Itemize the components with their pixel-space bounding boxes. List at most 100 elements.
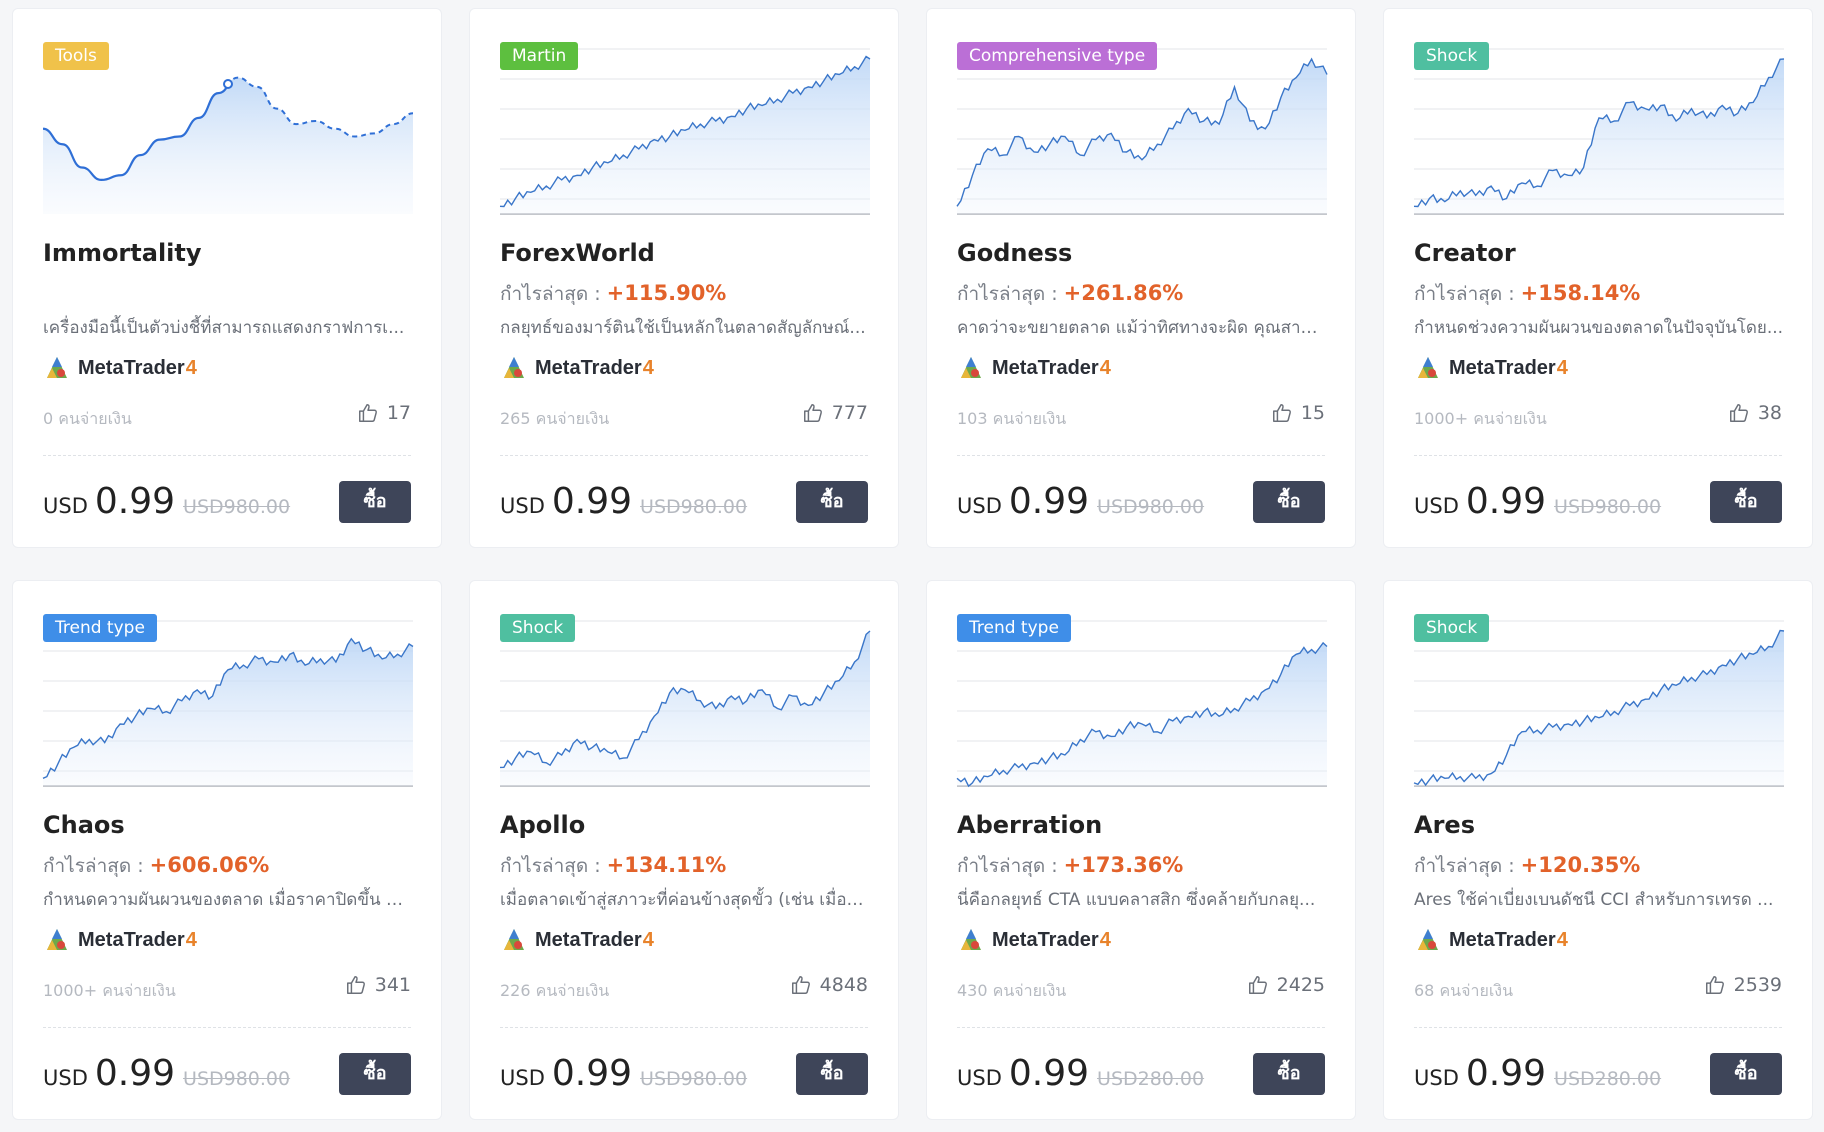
metatrader-logo-icon — [47, 357, 67, 378]
buy-button[interactable]: ซื้อ — [1253, 1053, 1325, 1095]
thumbs-up-icon — [1729, 404, 1748, 422]
latest-profit-label: กำไรล่าสุด : — [957, 283, 1064, 305]
chart-area-fill — [500, 631, 870, 786]
price-currency: USD — [43, 1066, 88, 1090]
chart-line — [499, 55, 871, 208]
chart-line — [42, 637, 414, 779]
category-tag: Shock — [1414, 42, 1490, 70]
latest-profit: กำไรล่าสุด : +606.06% — [43, 851, 269, 881]
latest-profit-label: กำไรล่าสุด : — [43, 855, 150, 877]
chart-area-fill — [43, 638, 413, 786]
equity-chart — [1413, 39, 1785, 219]
metatrader-logo-icon — [504, 357, 524, 378]
price: USD 0.99 USD980.00 — [1414, 481, 1661, 522]
buy-button[interactable]: ซื้อ — [1253, 481, 1325, 523]
price-value: 0.99 — [1465, 1053, 1547, 1094]
thumbs-up-icon — [1272, 404, 1291, 422]
platform-version: 4 — [185, 356, 197, 379]
platform-name: MetaTrader — [1449, 356, 1556, 379]
product-card[interactable]: Shock Ares กำไรล่าสุด : +120.35% Ares ใช้ค่… — [1383, 580, 1813, 1120]
thumbs-up-icon — [1248, 976, 1267, 994]
price-currency: USD — [43, 494, 88, 518]
like-button[interactable]: 4848 — [790, 974, 868, 996]
card-content: Trend type Aberration กำไรล่าสุด : +173.36… — [956, 581, 1328, 1119]
product-card[interactable]: Shock Apollo กำไรล่าสุด : +134.11% เมื่อตลา… — [469, 580, 899, 1120]
latest-profit-label: กำไรล่าสุด : — [500, 283, 607, 305]
equity-chart-svg — [43, 76, 413, 214]
price-value: 0.99 — [94, 1053, 176, 1094]
card-content: Martin ForexWorld กำไรล่าสุด : +115.90% กลย… — [499, 9, 871, 547]
equity-chart — [1413, 611, 1785, 791]
buy-button[interactable]: ซื้อ — [339, 481, 411, 523]
product-card[interactable]: Trend type Chaos กำไรล่าสุด : +606.06% กำหน… — [12, 580, 442, 1120]
product-name[interactable]: Aberration — [957, 811, 1103, 839]
buy-button[interactable]: ซื้อ — [339, 1053, 411, 1095]
like-button[interactable]: 2425 — [1247, 974, 1325, 996]
price: USD 0.99 USD280.00 — [1414, 1053, 1661, 1094]
price-currency: USD — [1414, 1066, 1459, 1090]
product-card[interactable]: Trend type Aberration กำไรล่าสุด : +173.36… — [926, 580, 1356, 1120]
buy-button[interactable]: ซื้อ — [796, 1053, 868, 1095]
product-card[interactable]: Tools Immortality เครื่องมือนี้เป็นตัวบ่งช… — [12, 8, 442, 548]
card-content: Shock Ares กำไรล่าสุด : +120.35% Ares ใช้ค่… — [1413, 581, 1785, 1119]
equity-chart-svg — [499, 620, 871, 787]
like-button[interactable]: 2539 — [1704, 974, 1782, 996]
latest-profit-label: กำไรล่าสุด : — [1414, 855, 1521, 877]
category-tag: Comprehensive type — [957, 42, 1158, 70]
buy-button[interactable]: ซื้อ — [1710, 481, 1782, 523]
buyer-count: 430 คนจ่ายเงิน — [957, 981, 1067, 1000]
thumbs-up-icon — [358, 404, 377, 422]
original-price: USD280.00 — [1554, 1068, 1662, 1090]
metatrader-logo-icon — [1418, 357, 1438, 378]
like-button[interactable]: 38 — [1728, 402, 1782, 424]
product-card[interactable]: Shock Creator กำไรล่าสุด : +158.14% กำหนดช่… — [1383, 8, 1813, 548]
equity-chart — [956, 611, 1328, 791]
buyer-count: 226 คนจ่ายเงิน — [500, 981, 610, 1000]
latest-profit: กำไรล่าสุด : +120.35% — [1414, 851, 1640, 881]
price-currency: USD — [500, 1066, 545, 1090]
latest-profit-label: กำไรล่าสุด : — [957, 855, 1064, 877]
like-button[interactable]: 777 — [802, 402, 868, 424]
like-count: 2539 — [1733, 974, 1782, 996]
category-tag: Shock — [500, 614, 576, 642]
equity-chart — [499, 39, 871, 219]
product-name[interactable]: Chaos — [43, 811, 125, 839]
thumbs-up-icon — [803, 404, 822, 422]
latest-profit-value: +261.86% — [1063, 281, 1184, 305]
original-price: USD980.00 — [1554, 496, 1662, 518]
product-description: นี่คือกลยุทธ์ CTA แบบคลาสสิก ซึ่งคล้ายกั… — [957, 890, 1316, 910]
chart-area-fill — [1414, 630, 1784, 786]
product-card[interactable]: Martin ForexWorld กำไรล่าสุด : +115.90% กลย… — [469, 8, 899, 548]
product-name[interactable]: Creator — [1414, 239, 1516, 267]
divider — [957, 1027, 1325, 1028]
thumbs-up-icon — [346, 976, 365, 994]
platform-name: MetaTrader — [535, 928, 642, 951]
buy-button[interactable]: ซื้อ — [1710, 1053, 1782, 1095]
like-button[interactable]: 17 — [357, 402, 411, 424]
product-name[interactable]: Immortality — [43, 239, 202, 267]
metatrader-logo-icon — [47, 929, 67, 950]
product-name[interactable]: ForexWorld — [500, 239, 655, 267]
platform-version: 4 — [1556, 356, 1568, 379]
like-count: 4848 — [819, 974, 868, 996]
product-description: เมื่อตลาดเข้าสู่สภาวะที่ค่อนข้างสุดขั้ว … — [500, 890, 870, 910]
platform-version: 4 — [642, 356, 654, 379]
product-card[interactable]: Comprehensive type Godness กำไรล่าสุด : +2… — [926, 8, 1356, 548]
like-count: 341 — [374, 974, 411, 996]
product-name[interactable]: Godness — [957, 239, 1073, 267]
platform-badge: MetaTrader 4 — [1414, 353, 1568, 383]
product-name[interactable]: Ares — [1414, 811, 1475, 839]
platform-badge: MetaTrader 4 — [500, 353, 654, 383]
original-price: USD280.00 — [1097, 1068, 1205, 1090]
chart-line — [1413, 629, 1785, 787]
card-content: Shock Creator กำไรล่าสุด : +158.14% กำหนดช่… — [1413, 9, 1785, 547]
product-name[interactable]: Apollo — [500, 811, 586, 839]
equity-chart — [499, 611, 871, 791]
like-button[interactable]: 15 — [1271, 402, 1325, 424]
like-button[interactable]: 341 — [345, 974, 411, 996]
chart-line — [956, 57, 1328, 207]
latest-profit: กำไรล่าสุด : +134.11% — [500, 851, 726, 881]
category-tag: Shock — [1414, 614, 1490, 642]
buy-button[interactable]: ซื้อ — [796, 481, 868, 523]
